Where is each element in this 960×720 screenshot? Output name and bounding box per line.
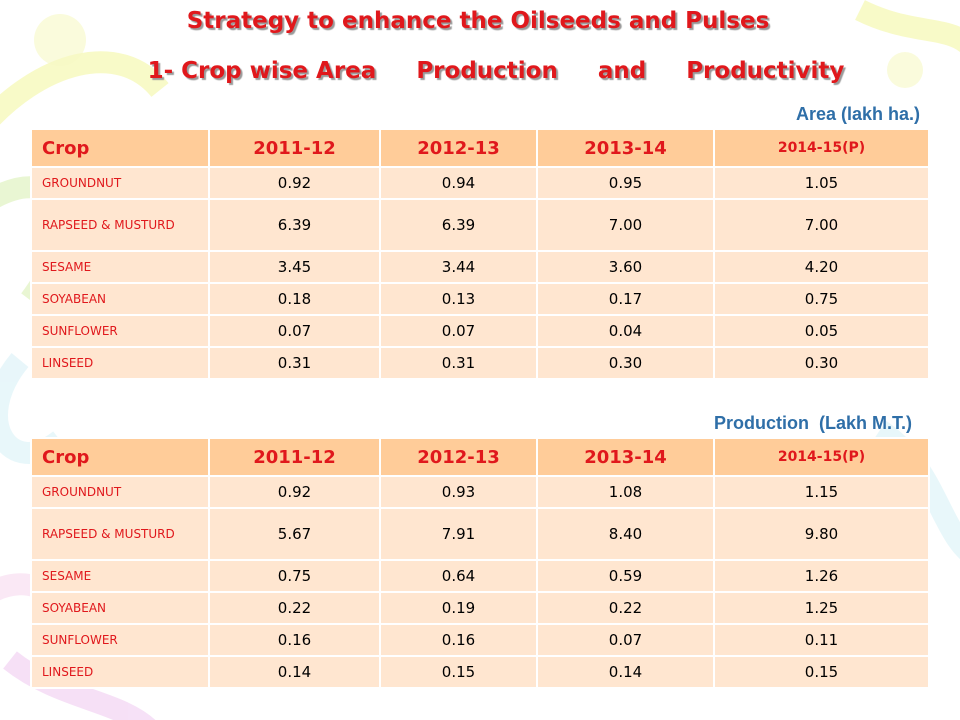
table-cell: 9.80 — [713, 507, 930, 561]
table-cell: 0.19 — [379, 591, 538, 625]
table-cell: 0.07 — [208, 314, 381, 348]
area-header-crop: Crop — [30, 128, 210, 168]
table-row: GROUNDNUT 0.92 0.93 1.08 1.15 — [30, 475, 930, 509]
production-header-crop: Crop — [30, 437, 210, 477]
table-cell: 0.95 — [536, 166, 715, 200]
table-row: SUNFLOWER 0.16 0.16 0.07 0.11 — [30, 623, 930, 657]
table-cell: 0.22 — [536, 591, 715, 625]
crop-name: SUNFLOWER — [30, 623, 210, 657]
production-unit-label: Production (Lakh M.T.) — [714, 413, 912, 433]
table-row: SESAME 0.75 0.64 0.59 1.26 — [30, 559, 930, 593]
table-cell: 0.18 — [208, 282, 381, 316]
table-cell: 0.31 — [379, 346, 538, 380]
page-subtitle: 1- Crop wise Area Production and Productivi… — [16, 58, 960, 84]
crop-name: RAPSEED & MUSTURD — [30, 198, 210, 252]
subtitle-part-1: 1- Crop wise Area — [147, 58, 377, 84]
table-cell: 0.92 — [208, 475, 381, 509]
table-cell: 1.26 — [713, 559, 930, 593]
crop-name: SUNFLOWER — [30, 314, 210, 348]
crop-name: LINSEED — [30, 346, 210, 380]
page-title: Strategy to enhance the Oilseeds and Pul… — [186, 8, 770, 34]
crop-name: SESAME — [30, 559, 210, 593]
subtitle-part-3: and — [597, 58, 647, 84]
table-cell: 0.11 — [713, 623, 930, 657]
table-cell: 0.22 — [208, 591, 381, 625]
table-cell: 8.40 — [536, 507, 715, 561]
crop-name: RAPSEED & MUSTURD — [30, 507, 210, 561]
table-row: SOYABEAN 0.22 0.19 0.22 1.25 — [30, 591, 930, 625]
table-cell: 0.04 — [536, 314, 715, 348]
table-cell: 1.25 — [713, 591, 930, 625]
production-table-header: Crop 2011-12 2012-13 2013-14 2014-15(P) — [30, 437, 930, 477]
table-cell: 0.30 — [536, 346, 715, 380]
table-cell: 0.75 — [208, 559, 381, 593]
table-row: SESAME 3.45 3.44 3.60 4.20 — [30, 250, 930, 284]
table-cell: 0.14 — [208, 655, 381, 689]
table-row: RAPSEED & MUSTURD 6.39 6.39 7.00 7.00 — [30, 198, 930, 252]
table-cell: 3.60 — [536, 250, 715, 284]
production-header-year: 2013-14 — [536, 437, 715, 477]
table-cell: 1.05 — [713, 166, 930, 200]
table-cell: 0.59 — [536, 559, 715, 593]
table-cell: 3.45 — [208, 250, 381, 284]
table-cell: 0.07 — [379, 314, 538, 348]
area-table: Crop 2011-12 2012-13 2013-14 2014-15(P) … — [30, 128, 930, 380]
table-cell: 0.30 — [713, 346, 930, 380]
table-cell: 0.16 — [208, 623, 381, 657]
table-cell: 1.08 — [536, 475, 715, 509]
table-cell: 0.75 — [713, 282, 930, 316]
table-cell: 3.44 — [379, 250, 538, 284]
subtitle-part-2: Production — [416, 58, 558, 84]
table-row: GROUNDNUT 0.92 0.94 0.95 1.05 — [30, 166, 930, 200]
crop-name: GROUNDNUT — [30, 475, 210, 509]
crop-name: SESAME — [30, 250, 210, 284]
table-cell: 0.92 — [208, 166, 381, 200]
table-cell: 7.00 — [713, 198, 930, 252]
table-cell: 0.31 — [208, 346, 381, 380]
area-header-year: 2013-14 — [536, 128, 715, 168]
table-cell: 6.39 — [379, 198, 538, 252]
table-row: SUNFLOWER 0.07 0.07 0.04 0.05 — [30, 314, 930, 348]
table-row: LINSEED 0.31 0.31 0.30 0.30 — [30, 346, 930, 380]
table-cell: 0.17 — [536, 282, 715, 316]
crop-name: GROUNDNUT — [30, 166, 210, 200]
crop-name: SOYABEAN — [30, 591, 210, 625]
production-table: Crop 2011-12 2012-13 2013-14 2014-15(P) … — [30, 437, 930, 689]
production-header-year: 2011-12 — [208, 437, 381, 477]
area-header-year: 2012-13 — [379, 128, 538, 168]
area-unit-label: Area (lakh ha.) — [795, 104, 920, 124]
table-cell: 0.15 — [379, 655, 538, 689]
table-cell: 0.07 — [536, 623, 715, 657]
production-header-year: 2014-15(P) — [713, 437, 930, 477]
table-cell: 0.94 — [379, 166, 538, 200]
table-row: LINSEED 0.14 0.15 0.14 0.15 — [30, 655, 930, 689]
table-cell: 7.91 — [379, 507, 538, 561]
table-cell: 0.15 — [713, 655, 930, 689]
crop-name: LINSEED — [30, 655, 210, 689]
production-header-year: 2012-13 — [379, 437, 538, 477]
table-cell: 0.13 — [379, 282, 538, 316]
table-cell: 5.67 — [208, 507, 381, 561]
table-cell: 0.93 — [379, 475, 538, 509]
table-cell: 1.15 — [713, 475, 930, 509]
table-row: RAPSEED & MUSTURD 5.67 7.91 8.40 9.80 — [30, 507, 930, 561]
table-cell: 0.64 — [379, 559, 538, 593]
table-cell: 0.05 — [713, 314, 930, 348]
table-row: SOYABEAN 0.18 0.13 0.17 0.75 — [30, 282, 930, 316]
area-table-header: Crop 2011-12 2012-13 2013-14 2014-15(P) — [30, 128, 930, 168]
table-cell: 0.16 — [379, 623, 538, 657]
area-header-year: 2011-12 — [208, 128, 381, 168]
crop-name: SOYABEAN — [30, 282, 210, 316]
subtitle-part-4: Productivity — [686, 58, 845, 84]
area-header-year: 2014-15(P) — [713, 128, 930, 168]
table-cell: 6.39 — [208, 198, 381, 252]
table-cell: 0.14 — [536, 655, 715, 689]
table-cell: 4.20 — [713, 250, 930, 284]
table-cell: 7.00 — [536, 198, 715, 252]
